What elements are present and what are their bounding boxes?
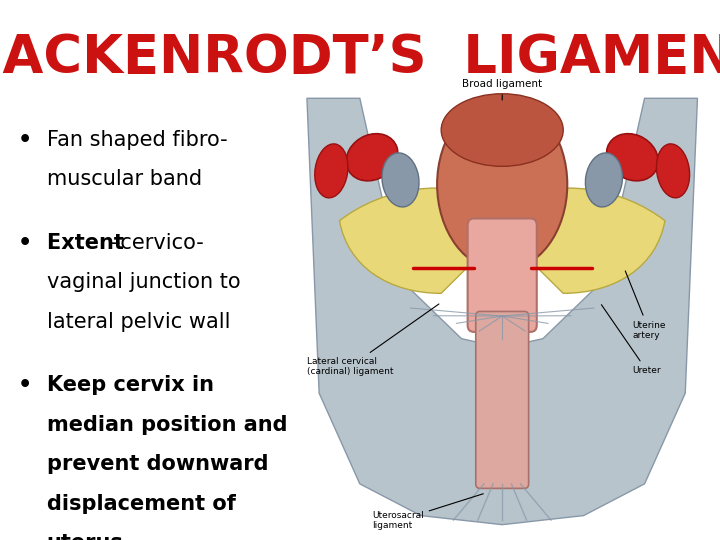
Ellipse shape bbox=[437, 98, 567, 271]
Text: displacement of: displacement of bbox=[47, 494, 235, 514]
Text: median position and: median position and bbox=[47, 415, 287, 435]
Ellipse shape bbox=[606, 134, 658, 181]
Text: muscular band: muscular band bbox=[47, 169, 202, 189]
PathPatch shape bbox=[503, 188, 665, 293]
Ellipse shape bbox=[441, 94, 563, 166]
Text: lateral pelvic wall: lateral pelvic wall bbox=[47, 312, 230, 332]
Text: •: • bbox=[18, 233, 32, 253]
Text: MACKENRODT’S  LIGAMENT: MACKENRODT’S LIGAMENT bbox=[0, 32, 720, 84]
Ellipse shape bbox=[382, 153, 419, 207]
Text: prevent downward: prevent downward bbox=[47, 454, 269, 474]
Text: Broad ligament: Broad ligament bbox=[462, 79, 542, 100]
Text: Keep cervix in: Keep cervix in bbox=[47, 375, 214, 395]
Text: Uterosacral
ligament: Uterosacral ligament bbox=[372, 494, 483, 530]
Text: Uterine
artery: Uterine artery bbox=[625, 271, 666, 340]
Text: vaginal junction to: vaginal junction to bbox=[47, 272, 240, 292]
Text: Fan shaped fibro-: Fan shaped fibro- bbox=[47, 130, 228, 150]
Text: –cervico-: –cervico- bbox=[110, 233, 204, 253]
Text: •: • bbox=[18, 375, 32, 395]
Text: Extent: Extent bbox=[47, 233, 131, 253]
Ellipse shape bbox=[585, 153, 622, 207]
Ellipse shape bbox=[315, 144, 348, 198]
Text: Ureter: Ureter bbox=[601, 305, 661, 375]
PathPatch shape bbox=[307, 98, 698, 525]
Text: uterus.: uterus. bbox=[47, 533, 132, 540]
Ellipse shape bbox=[657, 144, 690, 198]
FancyBboxPatch shape bbox=[476, 312, 528, 488]
PathPatch shape bbox=[340, 188, 503, 293]
Text: Lateral cervical
(cardinal) ligament: Lateral cervical (cardinal) ligament bbox=[307, 304, 439, 376]
Ellipse shape bbox=[346, 134, 398, 181]
Text: •: • bbox=[18, 130, 32, 150]
FancyBboxPatch shape bbox=[467, 219, 537, 332]
